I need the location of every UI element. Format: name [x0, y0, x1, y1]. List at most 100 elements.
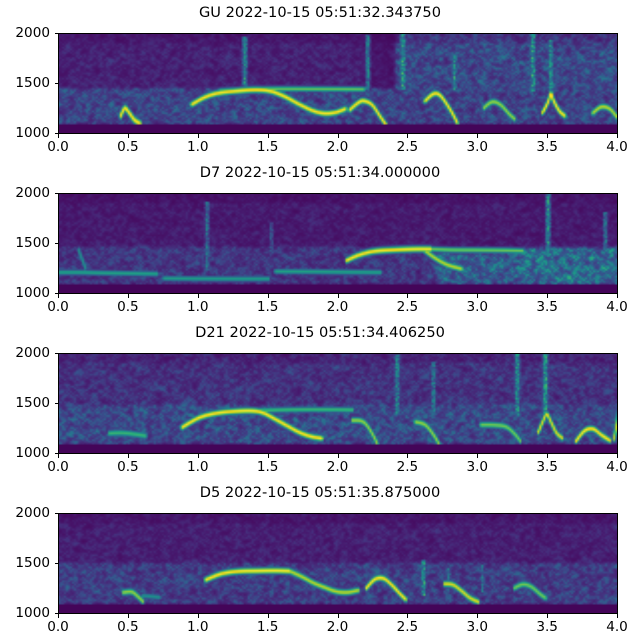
x-axis-tick	[197, 134, 199, 138]
y-axis-tick-label: 1500	[15, 555, 50, 571]
y-axis-tick-label: 2000	[15, 505, 50, 521]
x-axis-tick	[477, 454, 479, 458]
x-axis-tick-label: 0.5	[117, 139, 139, 155]
spectrogram-panel: D7 2022-10-15 05:51:34.000000 1000 1500 200…	[0, 160, 640, 320]
spectrogram-image	[58, 513, 617, 613]
panel-title: D21 2022-10-15 05:51:34.406250	[195, 324, 445, 341]
x-axis-tick	[407, 614, 409, 618]
x-axis-tick	[547, 134, 549, 138]
y-axis-tick	[54, 563, 58, 564]
y-axis-tick-label: 2000	[15, 25, 50, 41]
y-axis-tick	[54, 133, 58, 134]
axis-spine	[58, 193, 618, 194]
axis-spine	[58, 613, 618, 614]
x-axis-tick	[267, 134, 269, 138]
x-axis-tick-label: 0.0	[47, 459, 69, 475]
x-axis-tick-label: 3.5	[536, 459, 558, 475]
x-axis-tick	[267, 294, 269, 298]
y-axis-tick	[54, 243, 58, 244]
x-axis-tick-label: 2.5	[396, 619, 419, 635]
x-axis-tick	[197, 454, 199, 458]
x-axis-tick-label: 2.0	[326, 619, 349, 635]
x-axis-tick-label: 2.5	[396, 139, 419, 155]
x-axis-tick	[617, 614, 618, 618]
x-axis-tick	[58, 134, 59, 138]
x-axis-tick	[58, 614, 59, 618]
axis-spine	[58, 513, 59, 614]
y-axis-tick-label: 1500	[15, 75, 50, 91]
x-axis-tick	[477, 134, 479, 138]
x-axis-tick	[127, 294, 129, 298]
x-axis-tick	[127, 134, 129, 138]
x-axis-tick-label: 1.0	[186, 459, 209, 475]
y-axis-tick	[54, 613, 58, 614]
panel-title: D7 2022-10-15 05:51:34.000000	[199, 164, 441, 181]
x-axis-tick	[617, 294, 618, 298]
spectrogram-panel: GU 2022-10-15 05:51:32.343750 1000 1500 200…	[0, 0, 640, 160]
y-axis-tick	[54, 353, 58, 354]
x-axis-tick-label: 0.5	[117, 619, 139, 635]
x-axis-tick-label: 4.0	[606, 459, 628, 475]
y-axis-tick-label: 1000	[15, 125, 50, 141]
y-axis-tick	[54, 403, 58, 404]
x-axis-tick-label: 1.5	[256, 619, 279, 635]
x-axis-tick	[58, 294, 59, 298]
x-axis-tick	[477, 294, 479, 298]
x-axis-tick-label: 0.0	[47, 299, 69, 315]
x-axis-tick	[617, 454, 618, 458]
y-axis-tick	[54, 193, 58, 194]
x-axis-tick-label: 1.5	[256, 299, 279, 315]
y-axis-tick-label: 2000	[15, 185, 50, 201]
x-axis-tick-label: 1.0	[186, 299, 209, 315]
y-axis-tick	[54, 33, 58, 34]
x-axis-tick	[547, 614, 549, 618]
x-axis-tick-label: 1.5	[256, 139, 279, 155]
x-axis-tick-label: 2.5	[396, 459, 419, 475]
axis-spine	[58, 513, 618, 514]
x-axis-tick	[617, 134, 618, 138]
x-axis-tick	[197, 294, 199, 298]
x-axis-tick-label: 1.5	[256, 459, 279, 475]
x-axis-tick-label: 0.5	[117, 459, 139, 475]
x-axis-tick	[547, 454, 549, 458]
y-axis-tick-label: 2000	[15, 345, 50, 361]
x-axis-tick-label: 1.0	[186, 619, 209, 635]
x-axis-tick-label: 3.5	[536, 299, 558, 315]
y-axis-tick-label: 1000	[15, 285, 50, 301]
y-axis-tick	[54, 453, 58, 454]
spectrogram-panel: D5 2022-10-15 05:51:35.875000 1000 1500 200…	[0, 480, 640, 640]
x-axis-tick	[407, 454, 409, 458]
spectrogram-plot-area	[58, 513, 617, 613]
spectrogram-plot-area	[58, 353, 617, 453]
spectrogram-plot-area	[58, 193, 617, 293]
y-axis-tick-label: 1000	[15, 605, 50, 621]
x-axis-tick	[337, 454, 339, 458]
axis-spine	[617, 193, 618, 294]
x-axis-tick-label: 0.0	[47, 619, 69, 635]
x-axis-tick-label: 2.0	[326, 459, 349, 475]
axis-spine	[58, 193, 59, 294]
x-axis-tick	[407, 134, 409, 138]
x-axis-tick-label: 4.0	[606, 299, 628, 315]
x-axis-tick-label: 3.0	[466, 139, 489, 155]
panel-title: GU 2022-10-15 05:51:32.343750	[199, 4, 441, 21]
y-axis-tick	[54, 293, 58, 294]
x-axis-tick	[267, 614, 269, 618]
axis-spine	[58, 353, 59, 454]
spectrogram-panel: D21 2022-10-15 05:51:34.406250 1000 1500 20…	[0, 320, 640, 480]
x-axis-tick-label: 0.5	[117, 299, 139, 315]
x-axis-tick	[337, 614, 339, 618]
axis-spine	[617, 513, 618, 614]
spectrogram-image	[58, 193, 617, 293]
y-axis-tick-label: 1500	[15, 395, 50, 411]
x-axis-tick-label: 2.5	[396, 299, 419, 315]
x-axis-tick-label: 3.0	[466, 459, 489, 475]
x-axis-tick-label: 3.0	[466, 619, 489, 635]
axis-spine	[58, 33, 59, 134]
x-axis-tick-label: 2.0	[326, 299, 349, 315]
x-axis-tick	[477, 614, 479, 618]
x-axis-tick-label: 3.5	[536, 139, 558, 155]
panel-title: D5 2022-10-15 05:51:35.875000	[199, 484, 441, 501]
x-axis-tick	[547, 294, 549, 298]
